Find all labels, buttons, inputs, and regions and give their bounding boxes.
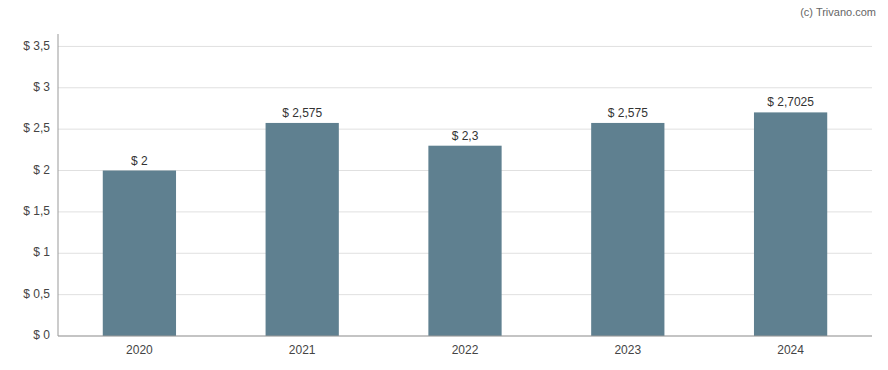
annotation: Trivano.com <box>816 6 876 18</box>
x-tick-label: 2022 <box>452 343 479 357</box>
chart: $ 0 $ 0,5 $ 1 $ 1,5 $ 2 $ 2,5 $ 3 $ 3,5 $ 2 $ 2,5… <box>0 0 888 370</box>
bar <box>103 171 176 336</box>
bars <box>103 112 827 336</box>
y-tick-label: $ 2,5 <box>23 121 50 135</box>
y-tick-label: $ 3 <box>33 80 50 94</box>
y-tick-label: $ 0,5 <box>23 287 50 301</box>
data-label: $ 2,575 <box>282 106 322 120</box>
x-tick-label: 2024 <box>777 343 804 357</box>
x-axis: 2020 2021 2022 2023 2024 <box>58 336 872 357</box>
grid-line <box>58 87 872 88</box>
grid <box>58 46 872 336</box>
annotation: (c) <box>800 6 816 18</box>
x-tick-label: 2023 <box>614 343 641 357</box>
y-axis: $ 0 $ 0,5 $ 1 $ 1,5 $ 2 $ 2,5 $ 3 $ 3,5 <box>23 39 50 343</box>
bar <box>266 123 339 336</box>
x-axis-line <box>58 336 872 337</box>
y-tick-label: $ 0 <box>33 328 50 342</box>
y-axis-line <box>58 34 59 336</box>
data-label: $ 2,3 <box>452 129 479 143</box>
bar <box>591 123 664 336</box>
y-tick-label: $ 1,5 <box>23 204 50 218</box>
grid-line <box>58 336 872 337</box>
data-labels: $ 2 $ 2,575 $ 2,3 $ 2,575 $ 2,7025 <box>131 95 814 167</box>
watermark: (c) Trivano.com <box>800 6 876 18</box>
y-tick-label: $ 1 <box>33 245 50 259</box>
grid-line <box>58 46 872 47</box>
data-label: $ 2,575 <box>608 106 648 120</box>
x-tick-label: 2021 <box>289 343 316 357</box>
bar <box>428 146 501 336</box>
bar <box>754 112 827 336</box>
data-label: $ 2,7025 <box>767 95 814 109</box>
y-tick-label: $ 2 <box>33 163 50 177</box>
y-tick-label: $ 3,5 <box>23 39 50 53</box>
x-tick-label: 2020 <box>126 343 153 357</box>
data-label: $ 2 <box>131 154 148 168</box>
